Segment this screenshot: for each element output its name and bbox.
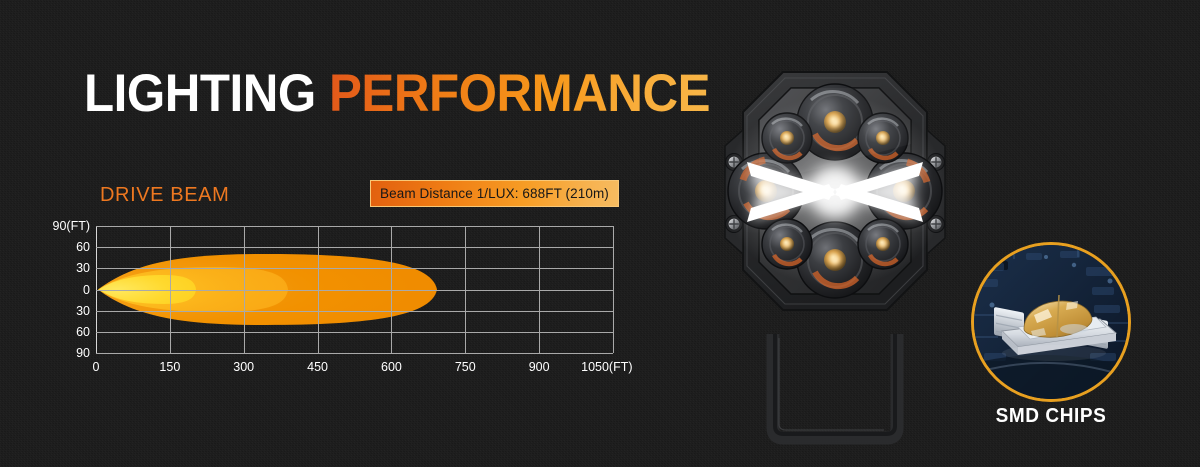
chart-gridline-horizontal — [96, 331, 613, 333]
chart-x-tick-label: 900 — [528, 360, 550, 374]
smd-chip-photo — [971, 242, 1131, 402]
chart-gridline-horizontal — [96, 289, 613, 291]
chart-y-tick-label: 60 — [76, 240, 90, 255]
chart-gridline-horizontal — [96, 310, 613, 312]
page-title-part-one: LIGHTING — [84, 64, 316, 123]
chart-gridline-horizontal — [96, 268, 613, 270]
led-lens-small — [857, 112, 909, 164]
chart-y-tick-label: 0 — [83, 282, 90, 297]
chart-x-tick-label: 450 — [307, 360, 328, 374]
drl-x-light — [747, 162, 923, 222]
smd-chips-callout: SMD CHIPS — [971, 242, 1131, 437]
beam-type-label: DRIVE BEAM — [100, 184, 230, 206]
face-sheen — [759, 88, 911, 184]
smd-chips-label: SMD CHIPS — [995, 405, 1107, 427]
chart-gridline-horizontal — [96, 226, 613, 227]
chart-y-axis-labels: 90(FT) 60 30 0 30 60 90 — [38, 219, 91, 360]
led-lens-small — [857, 218, 909, 270]
beam-distance-badge: Beam Distance 1/LUX: 688FT (210m) — [370, 180, 619, 207]
led-lens-small — [761, 218, 813, 270]
beam-pattern-chart: DRIVE BEAM Beam Distance 1/LUX: 688FT (2… — [38, 180, 633, 380]
chart-gridline-horizontal — [96, 353, 613, 354]
chart-plot-area — [96, 226, 614, 354]
chart-x-tick-label: 600 — [380, 360, 402, 374]
chart-x-tick-label: 150 — [159, 360, 181, 374]
page-title: LIGHTING PERFORMANCE — [84, 67, 710, 120]
housing-edge-highlight — [746, 77, 924, 305]
chart-y-tick-label: 60 — [76, 324, 90, 339]
beam-distance-badge-text: Beam Distance 1/LUX: 688FT (210m) — [380, 186, 609, 201]
chart-x-axis-labels: 0 150 300 450 600 750 900 1050(FT) — [92, 360, 633, 380]
chart-y-tick-label: 30 — [76, 261, 90, 276]
chart-y-tick-label: 90(FT) — [52, 219, 91, 233]
product-image-led-pod-light — [655, 34, 1015, 454]
page-title-part-two: PERFORMANCE — [328, 64, 711, 123]
chart-x-tick-label: 300 — [233, 360, 255, 374]
chart-y-tick-label: 90 — [76, 346, 90, 360]
chart-x-tick-label: 0 — [92, 360, 100, 374]
chart-x-tick-label: 750 — [454, 360, 476, 374]
chart-gridline-horizontal — [96, 247, 613, 249]
chart-y-tick-label: 30 — [76, 303, 90, 318]
smd-led-package — [994, 294, 1118, 355]
chart-gridline-vertical — [613, 226, 614, 353]
led-lens-small — [761, 112, 813, 164]
mounting-bracket — [766, 334, 904, 445]
chart-x-tick-label: 1050(FT) — [581, 360, 633, 374]
